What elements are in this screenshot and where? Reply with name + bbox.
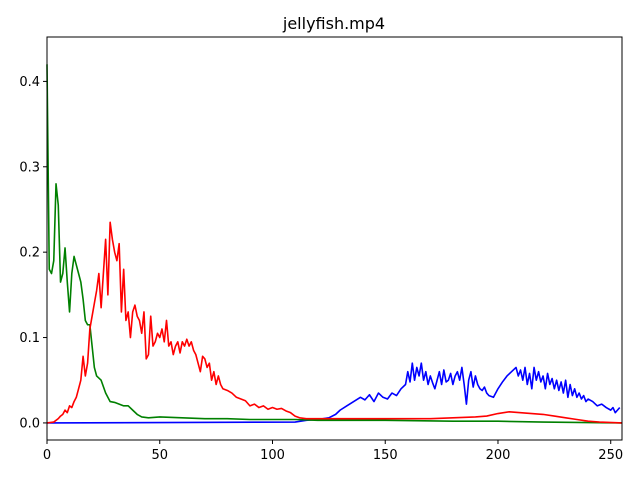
x-tick-label: 200 <box>486 448 511 463</box>
y-tick-label: 0.3 <box>19 160 40 175</box>
y-tick-label: 0.0 <box>19 416 40 431</box>
x-axis: 0 50 100 150 200 250 <box>43 440 623 463</box>
y-axis: 0.0 0.1 0.2 0.3 0.4 <box>19 75 47 431</box>
x-tick-label: 0 <box>43 448 51 463</box>
plot-frame <box>46 36 623 441</box>
series-line-1 <box>46 64 623 424</box>
y-tick-label: 0.2 <box>19 246 40 261</box>
y-tick-label: 0.1 <box>19 331 40 346</box>
x-tick-label: 150 <box>373 448 398 463</box>
series-line-0 <box>46 362 621 424</box>
x-tick-label: 50 <box>151 448 168 463</box>
y-tick-label: 0.4 <box>19 75 40 90</box>
series-layer <box>46 64 623 424</box>
chart-title: jellyfish.mp4 <box>282 14 385 33</box>
x-tick-label: 100 <box>260 448 285 463</box>
x-tick-label: 250 <box>598 448 623 463</box>
series-line-2 <box>46 221 623 424</box>
